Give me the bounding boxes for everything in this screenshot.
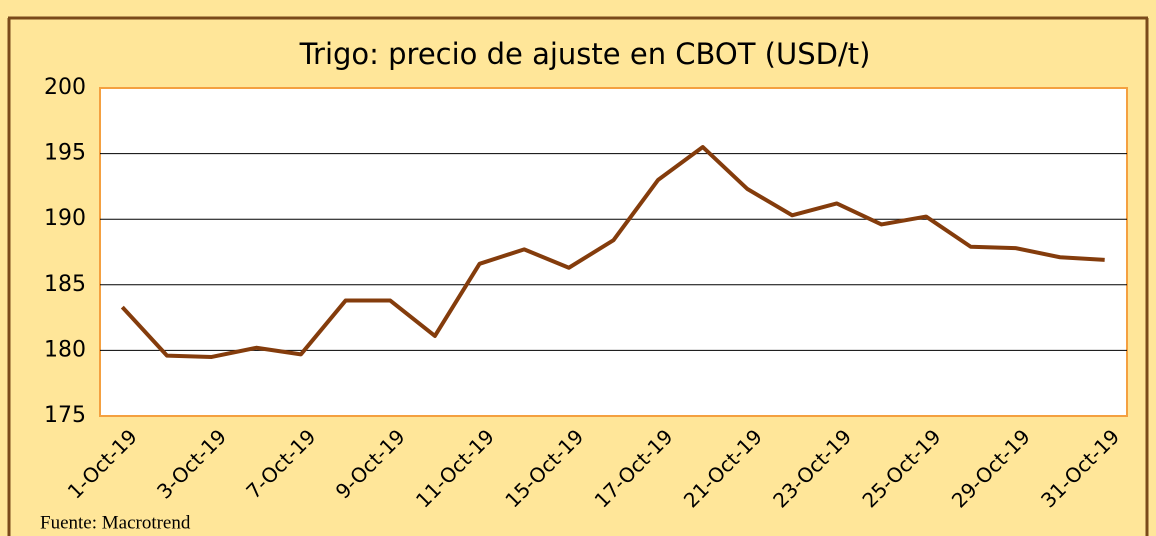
y-tick-label: 175 [44, 403, 86, 428]
y-tick-label: 180 [44, 337, 86, 362]
y-tick-label: 190 [44, 206, 86, 231]
line-series [120, 145, 1105, 359]
plot-area [99, 87, 1128, 417]
chart-title: Trigo: precio de ajuste en CBOT (USD/t) [299, 37, 871, 71]
y-tick-label: 185 [44, 272, 86, 297]
y-tick-label: 200 [44, 75, 86, 100]
source: Fuente: Macrotrend [40, 512, 191, 533]
y-tick-label: 195 [44, 141, 86, 166]
